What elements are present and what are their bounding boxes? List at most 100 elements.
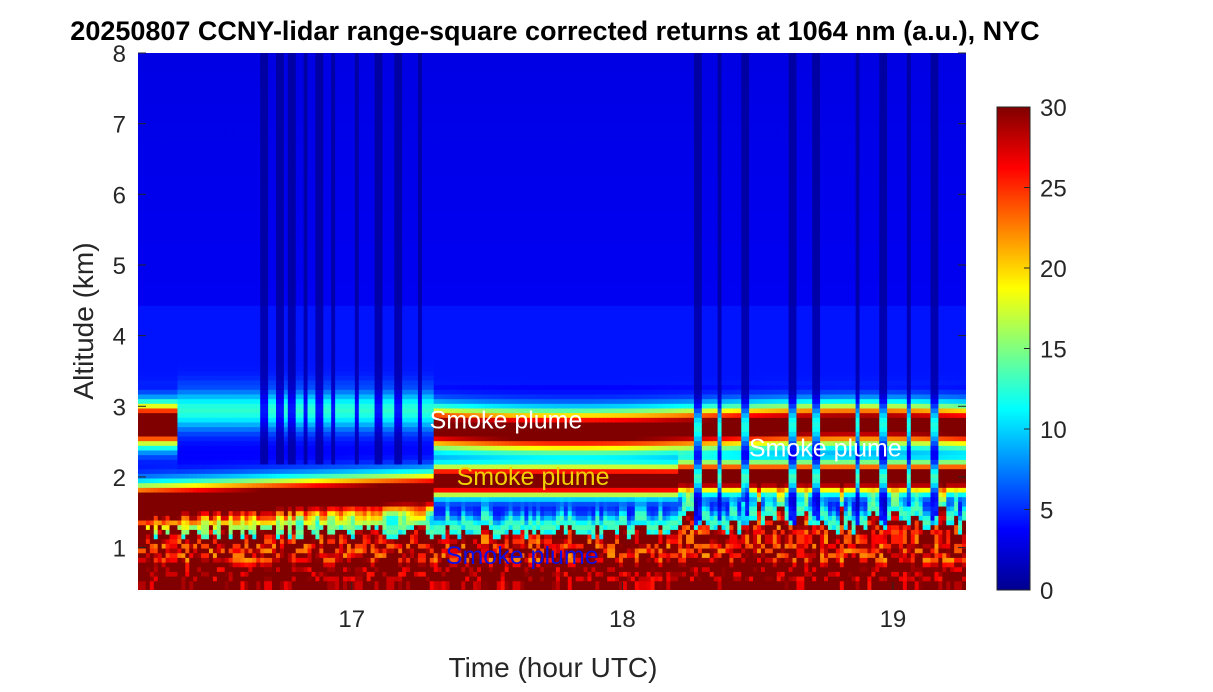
heatmap-cell bbox=[299, 165, 305, 171]
heatmap-cell bbox=[248, 342, 253, 348]
heatmap-cell bbox=[264, 337, 269, 344]
heatmap-cell bbox=[303, 295, 309, 302]
heatmap-cell bbox=[149, 510, 155, 516]
heatmap-cell bbox=[141, 305, 147, 311]
heatmap-cell bbox=[276, 146, 281, 152]
heatmap-cell bbox=[260, 253, 265, 260]
heatmap-cell bbox=[264, 585, 269, 590]
heatmap-cell bbox=[189, 575, 194, 582]
heatmap-cell bbox=[205, 230, 210, 236]
heatmap-cell bbox=[197, 291, 202, 297]
heatmap-cell bbox=[149, 155, 155, 161]
heatmap-cell bbox=[185, 81, 190, 87]
heatmap-cell bbox=[287, 291, 293, 297]
heatmap-cell bbox=[268, 361, 273, 367]
heatmap-cell bbox=[236, 267, 242, 274]
heatmap-cell bbox=[279, 431, 285, 437]
heatmap-cell bbox=[295, 477, 301, 484]
heatmap-cell bbox=[283, 160, 289, 166]
heatmap-cell bbox=[181, 319, 186, 325]
heatmap-cell bbox=[173, 538, 179, 544]
heatmap-cell bbox=[224, 169, 230, 176]
heatmap-cell bbox=[216, 263, 222, 269]
heatmap-cell bbox=[149, 258, 155, 264]
heatmap-cell bbox=[272, 76, 277, 82]
heatmap-cell bbox=[303, 575, 309, 582]
heatmap-cell bbox=[161, 571, 167, 577]
heatmap-cell bbox=[181, 272, 186, 278]
heatmap-cell bbox=[228, 487, 234, 493]
heatmap-cell bbox=[224, 202, 230, 208]
heatmap-cell bbox=[272, 253, 277, 260]
heatmap-cell bbox=[165, 557, 171, 563]
heatmap-cell bbox=[145, 253, 151, 260]
heatmap-cell bbox=[205, 454, 210, 460]
heatmap-cell bbox=[224, 342, 230, 348]
heatmap-cell bbox=[169, 543, 175, 549]
heatmap-cell bbox=[185, 67, 190, 73]
heatmap-cell bbox=[216, 76, 222, 82]
heatmap-cell bbox=[248, 123, 253, 129]
heatmap-cell bbox=[244, 211, 249, 218]
heatmap-cell bbox=[157, 384, 163, 390]
heatmap-cell bbox=[138, 207, 143, 213]
heatmap-cell bbox=[208, 286, 214, 292]
heatmap-cell bbox=[216, 249, 222, 255]
heatmap-cell bbox=[185, 454, 190, 460]
heatmap-cell bbox=[236, 342, 242, 348]
heatmap-cell bbox=[185, 155, 190, 161]
heatmap-cell bbox=[228, 249, 234, 255]
heatmap-cell bbox=[153, 435, 159, 442]
heatmap-cell bbox=[205, 505, 210, 512]
heatmap-cell bbox=[236, 239, 242, 246]
heatmap-cell bbox=[276, 211, 281, 218]
heatmap-cell bbox=[138, 230, 143, 236]
heatmap-cell bbox=[244, 263, 249, 269]
heatmap-cell bbox=[161, 342, 167, 348]
heatmap-cell bbox=[291, 524, 297, 530]
heatmap-cell bbox=[220, 90, 226, 96]
heatmap-cell bbox=[303, 375, 309, 381]
heatmap-cell bbox=[279, 71, 285, 77]
heatmap-cell bbox=[141, 295, 147, 302]
heatmap-cell bbox=[228, 277, 234, 283]
heatmap-cell bbox=[232, 375, 238, 381]
heatmap-cell bbox=[205, 482, 210, 488]
heatmap-cell bbox=[149, 571, 155, 577]
heatmap-cell bbox=[185, 482, 190, 488]
heatmap-cell bbox=[157, 351, 163, 358]
heatmap-cell bbox=[303, 216, 309, 222]
heatmap-cell bbox=[276, 412, 281, 418]
heatmap-cell bbox=[173, 155, 179, 161]
heatmap-cell bbox=[272, 71, 277, 77]
heatmap-cell bbox=[291, 412, 297, 418]
heatmap-cell bbox=[276, 547, 281, 554]
heatmap-cell bbox=[291, 543, 297, 549]
heatmap-cell bbox=[189, 300, 194, 306]
heatmap-cell bbox=[212, 239, 218, 246]
heatmap-cell bbox=[177, 258, 182, 264]
heatmap-cell bbox=[228, 165, 234, 171]
heatmap-cell bbox=[224, 193, 230, 199]
heatmap-cell bbox=[272, 379, 277, 386]
heatmap-cell bbox=[197, 95, 202, 101]
heatmap-cell bbox=[145, 370, 151, 376]
heatmap-cell bbox=[145, 165, 151, 171]
heatmap-cell bbox=[224, 347, 230, 353]
heatmap-cell bbox=[216, 132, 222, 138]
heatmap-cell bbox=[157, 249, 163, 255]
heatmap-cell bbox=[256, 501, 261, 507]
heatmap-cell bbox=[177, 221, 182, 227]
heatmap-cell bbox=[240, 524, 246, 530]
heatmap-cell bbox=[287, 281, 293, 288]
heatmap-cell bbox=[161, 552, 167, 558]
heatmap-cell bbox=[252, 519, 257, 526]
heatmap-cell bbox=[138, 249, 143, 255]
heatmap-cell bbox=[276, 169, 281, 176]
heatmap-cell bbox=[138, 62, 143, 68]
heatmap-cell bbox=[232, 95, 238, 101]
heatmap-cell bbox=[260, 347, 265, 353]
heatmap-cell bbox=[220, 305, 226, 311]
heatmap-cell bbox=[177, 585, 182, 590]
heatmap-cell bbox=[149, 99, 155, 105]
